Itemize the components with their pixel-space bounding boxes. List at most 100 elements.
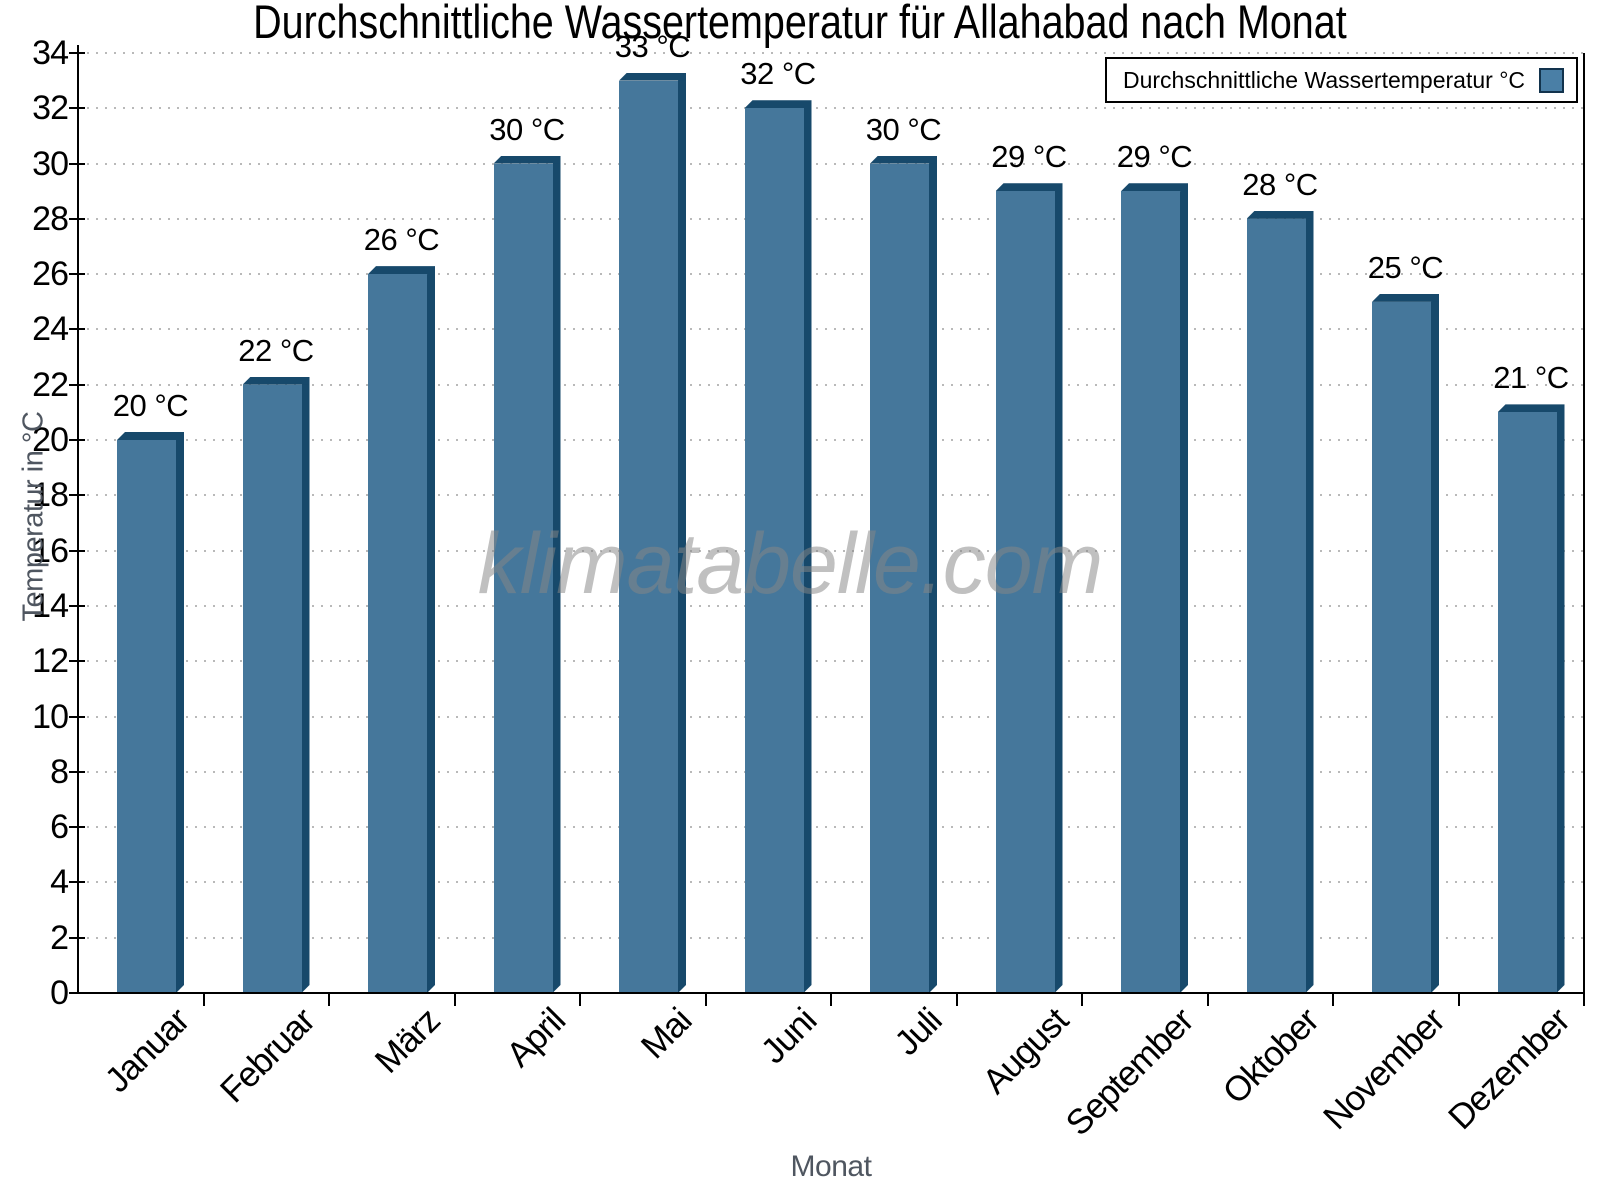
y-tick-label: 10 bbox=[32, 697, 69, 736]
gridline bbox=[78, 328, 1584, 331]
x-tick bbox=[1583, 993, 1585, 1006]
bar-side-shadow bbox=[1055, 183, 1063, 993]
bar-top-shadow bbox=[493, 155, 561, 164]
bar-value-label: 30 °C bbox=[865, 111, 942, 147]
x-category-label: Januar bbox=[97, 1001, 197, 1101]
y-tick-label: 12 bbox=[32, 642, 69, 681]
gridline bbox=[78, 52, 1584, 54]
x-axis-title: Monat bbox=[790, 1150, 872, 1183]
y-tick-label: 0 bbox=[50, 974, 69, 1012]
gridline bbox=[78, 715, 1584, 718]
gridline bbox=[78, 660, 1584, 663]
bar bbox=[1497, 412, 1557, 993]
chart-title: Durchschnittliche Wassertemperatur für A… bbox=[253, 0, 1347, 48]
bar bbox=[619, 80, 678, 993]
x-tick bbox=[202, 993, 205, 1006]
y-tick bbox=[69, 107, 85, 110]
x-category-label: Oktober bbox=[1215, 1001, 1327, 1112]
y-tick bbox=[69, 715, 85, 718]
bar-side-shadow bbox=[176, 432, 184, 993]
y-tick-label: 14 bbox=[32, 586, 69, 625]
gridline bbox=[78, 107, 1584, 110]
y-tick-label: 8 bbox=[50, 752, 69, 791]
bar-top-shadow bbox=[1121, 183, 1188, 192]
bar-side-shadow bbox=[302, 377, 310, 993]
x-tick bbox=[453, 993, 456, 1006]
bar-side-shadow bbox=[1180, 183, 1188, 993]
x-category-label: November bbox=[1315, 1001, 1452, 1138]
gridline bbox=[78, 770, 1584, 773]
bar-side-shadow bbox=[553, 156, 561, 993]
legend-swatch-icon bbox=[1539, 67, 1564, 93]
y-tick-label: 2 bbox=[50, 918, 69, 957]
bar-top-shadow bbox=[242, 376, 310, 385]
bar-side-shadow bbox=[1431, 294, 1439, 993]
bar-value-label: 32 °C bbox=[740, 56, 816, 92]
bar-value-label: 33 °C bbox=[614, 28, 691, 64]
x-tick bbox=[955, 993, 958, 1006]
x-tick bbox=[328, 993, 330, 1006]
bar-top-shadow bbox=[744, 100, 812, 109]
gridline bbox=[78, 881, 1584, 884]
x-category-label: Juni bbox=[753, 1001, 825, 1072]
bar-side-shadow bbox=[1306, 211, 1314, 993]
legend: Durchschnittliche Wassertemperatur °C bbox=[1104, 57, 1578, 103]
gridline bbox=[78, 273, 1584, 276]
bar bbox=[493, 163, 553, 993]
x-category-label: April bbox=[499, 1001, 574, 1075]
y-tick bbox=[69, 328, 85, 331]
bar-value-label: 22 °C bbox=[238, 332, 314, 368]
y-tick-label: 30 bbox=[32, 144, 69, 183]
plot-right-border bbox=[1583, 53, 1585, 993]
x-tick bbox=[1206, 993, 1209, 1006]
x-tick bbox=[1081, 993, 1083, 1006]
x-tick bbox=[1332, 993, 1334, 1006]
y-tick-label: 16 bbox=[32, 531, 69, 570]
bar bbox=[744, 108, 804, 993]
x-category-label: Juli bbox=[887, 1001, 950, 1063]
y-tick bbox=[69, 604, 85, 607]
bar bbox=[368, 274, 427, 993]
bar bbox=[242, 384, 302, 993]
y-tick bbox=[69, 383, 85, 386]
x-tick bbox=[830, 993, 832, 1006]
bar-top-shadow bbox=[995, 183, 1063, 192]
bar-side-shadow bbox=[804, 100, 812, 993]
bar bbox=[1246, 218, 1306, 993]
bar-side-shadow bbox=[929, 156, 937, 993]
x-category-label: Dezember bbox=[1440, 1001, 1578, 1138]
y-axis-line bbox=[77, 45, 79, 993]
bar-top-shadow bbox=[619, 72, 686, 81]
gridline bbox=[78, 383, 1584, 386]
x-tick bbox=[579, 993, 581, 1006]
bar bbox=[117, 440, 176, 993]
y-tick bbox=[69, 881, 85, 884]
bar-top-shadow bbox=[1497, 404, 1565, 413]
y-tick bbox=[69, 992, 85, 994]
bar-value-label: 28 °C bbox=[1242, 166, 1318, 202]
y-tick bbox=[69, 770, 85, 773]
gridline bbox=[78, 604, 1584, 607]
bar-value-label: 30 °C bbox=[489, 111, 565, 147]
x-category-label: Februar bbox=[212, 1001, 323, 1111]
y-tick-label: 32 bbox=[32, 89, 69, 128]
x-category-label: Mai bbox=[633, 1001, 699, 1067]
y-tick bbox=[69, 273, 85, 276]
x-category-label: August bbox=[974, 1001, 1076, 1102]
x-tick bbox=[1457, 993, 1460, 1006]
x-category-label: März bbox=[367, 1001, 448, 1081]
gridline bbox=[78, 217, 1584, 220]
bar-side-shadow bbox=[427, 266, 435, 993]
bar-top-shadow bbox=[1372, 293, 1439, 302]
bar-value-label: 20 °C bbox=[112, 388, 189, 424]
gridline bbox=[78, 439, 1584, 442]
y-axis-title: Temperatur in °C bbox=[17, 411, 50, 622]
y-tick bbox=[69, 494, 85, 497]
y-tick-label: 34 bbox=[32, 34, 69, 72]
gridline bbox=[78, 936, 1584, 939]
y-tick-label: 22 bbox=[32, 365, 69, 404]
y-tick bbox=[69, 217, 85, 220]
y-tick-label: 20 bbox=[32, 421, 69, 460]
gridline bbox=[78, 494, 1584, 497]
